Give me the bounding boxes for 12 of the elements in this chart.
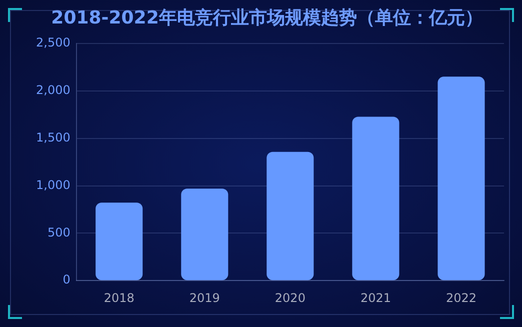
y-tick-label: 2,500	[36, 36, 70, 50]
y-tick-label: 1,500	[36, 130, 70, 145]
x-tick-label: 2018	[104, 290, 134, 305]
y-tick-label: 500	[47, 225, 70, 240]
y-tick-label: 1,000	[36, 178, 70, 192]
x-tick-label: 2020	[274, 290, 306, 305]
y-tick-label: 0	[62, 272, 70, 287]
x-tick-label: 2019	[189, 290, 220, 305]
chart-title: 2018-2022年电竞行业市场规模趋势（单位：亿元）	[51, 7, 483, 28]
y-tick-label: 2,000	[36, 83, 70, 98]
x-tick-label: 2021	[360, 290, 391, 305]
x-tick-label: 2022	[446, 290, 477, 305]
